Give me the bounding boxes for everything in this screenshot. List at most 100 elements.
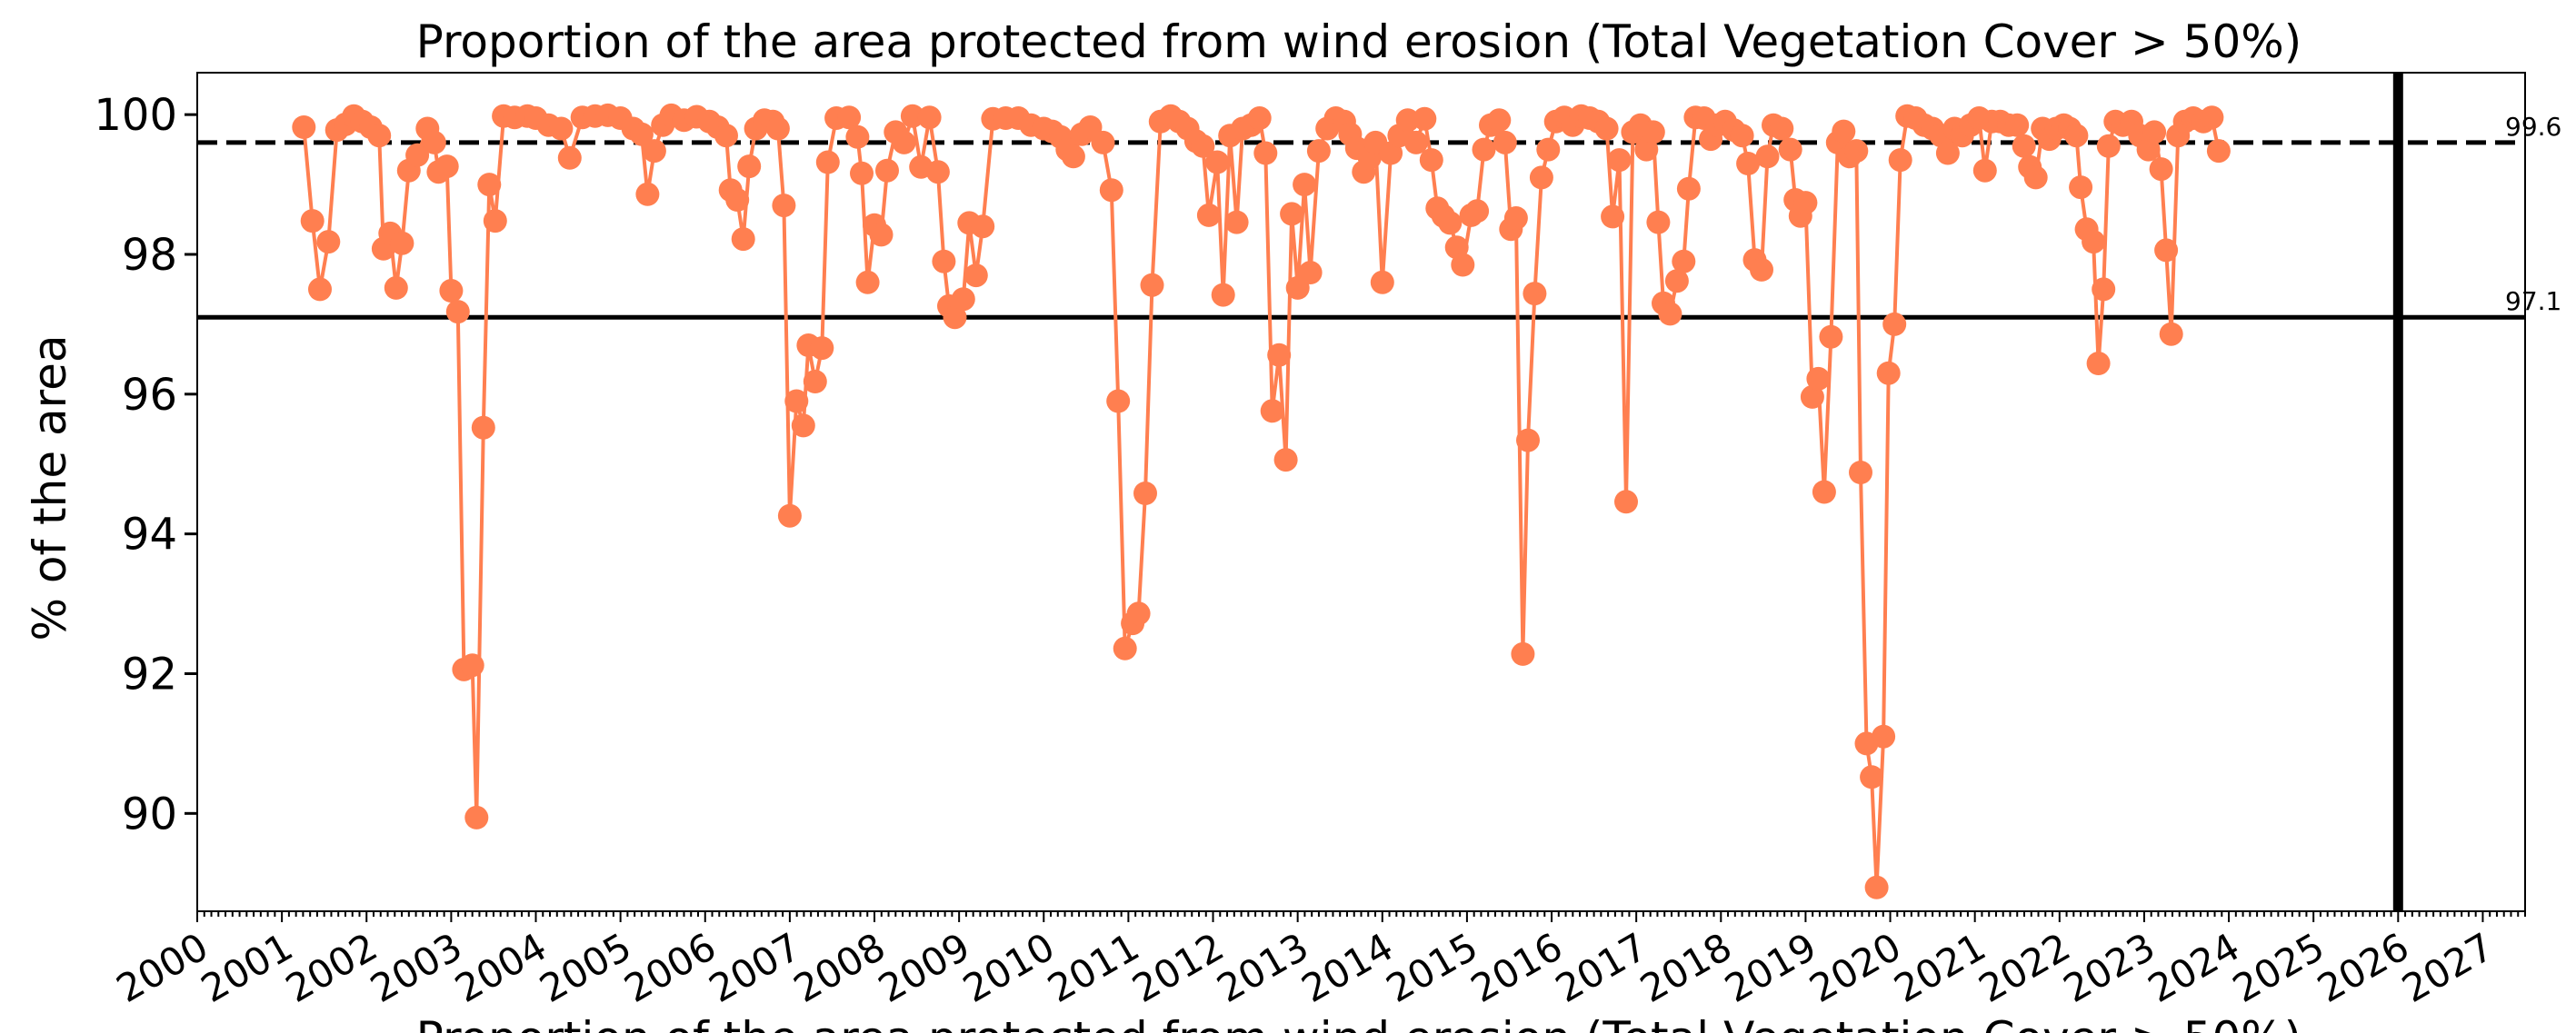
data-point [964,263,988,288]
data-point [557,145,582,170]
data-point [1413,106,1437,131]
data-point [1511,641,1535,666]
data-point [483,209,507,233]
data-point [549,116,574,141]
data-point [725,188,750,212]
y-tick-label: 90 [122,789,177,839]
data-point [1536,137,1561,162]
x-tick-label: 2020 [1802,924,1908,1011]
data-point [471,415,495,440]
data-point [875,158,899,183]
data-point [464,805,489,829]
x-tick-label: 2000 [109,924,215,1011]
axes: 9092949698100200020012002200320042005200… [94,72,2526,1011]
data-point [460,653,484,678]
data-point [855,270,880,294]
x-tick-label: 2026 [2310,924,2416,1011]
x-tick-label: 2011 [1040,924,1146,1011]
reference-line-label: 99.6 [2505,112,2561,142]
data-point [1736,152,1761,175]
data-point [1293,173,1317,197]
data-point [1770,116,1794,141]
data-point [1379,141,1403,165]
data-point [714,124,738,148]
data-point [1860,765,1884,790]
data-point [917,105,942,130]
data-point [1306,139,1331,164]
data-point [1140,273,1164,297]
data-point [1247,106,1272,130]
data-point [951,287,975,312]
data-point [1888,148,1912,173]
y-tick-label: 100 [94,90,177,141]
data-point [422,130,446,154]
x-tick-label: 2014 [1294,924,1401,1011]
data-point [837,105,862,130]
data-point [1091,130,1115,154]
data-point [784,389,809,413]
data-point [1280,202,1304,226]
data-point [810,336,834,361]
x-tick-label: 2018 [1632,924,1739,1011]
data-point [1503,206,1528,230]
data-point [2142,120,2167,144]
data-point [1876,361,1901,385]
data-point [815,150,840,174]
data-point [2064,124,2089,148]
data-point [932,249,956,273]
x-tick-label: 2021 [1887,924,1993,1011]
data-point [434,154,459,179]
data-point [737,154,762,179]
data-point [943,305,967,330]
data-point [1750,257,1773,282]
x-tick-label: 2001 [194,924,300,1011]
data-point [1872,724,1896,749]
data-point [439,279,464,303]
data-point [1793,191,1818,215]
x-tick-label: 2013 [1210,924,1316,1011]
y-tick-label: 96 [122,370,177,421]
data-point [2082,230,2106,254]
data-point [971,214,995,239]
data-point [845,124,870,149]
x-tick-label: 2022 [1972,924,2078,1011]
data-point [1267,343,1292,367]
data-point [1849,461,1872,484]
data-point [777,503,802,528]
data-point [1133,482,1157,505]
data-point [2149,157,2173,182]
data-point [1253,141,1278,165]
data-point [803,370,827,393]
data-point [1730,124,1754,148]
data-point [1882,312,1907,336]
data-point [1493,130,1517,154]
data-point [1529,165,1553,190]
data-point [1806,366,1831,391]
data-point [772,194,796,218]
data-point [1607,148,1632,173]
data-point [1106,389,1131,413]
data-point [2086,352,2111,375]
data-point [2206,139,2231,164]
data-point [1800,384,1824,409]
data-point [1438,211,1463,235]
series-line [302,111,2221,888]
data-point [1196,203,1221,227]
data-point [2005,113,2030,137]
y-tick-label: 92 [122,649,177,700]
data-point [390,231,414,255]
data-point [1778,137,1802,162]
x-tick-label: 2002 [278,924,384,1011]
x-tick-label: 2004 [447,924,554,1011]
x-tick-label: 2006 [617,924,724,1011]
data-point [1298,261,1323,284]
x-tick-label: 2016 [1463,924,1570,1011]
data-point [1676,176,1701,201]
data-point [1864,875,1889,899]
data-point [1523,282,1547,306]
y-tick-label: 98 [122,230,177,281]
data-point [1113,636,1137,661]
data-point [2200,105,2224,130]
x-tick-label: 2009 [871,924,977,1011]
